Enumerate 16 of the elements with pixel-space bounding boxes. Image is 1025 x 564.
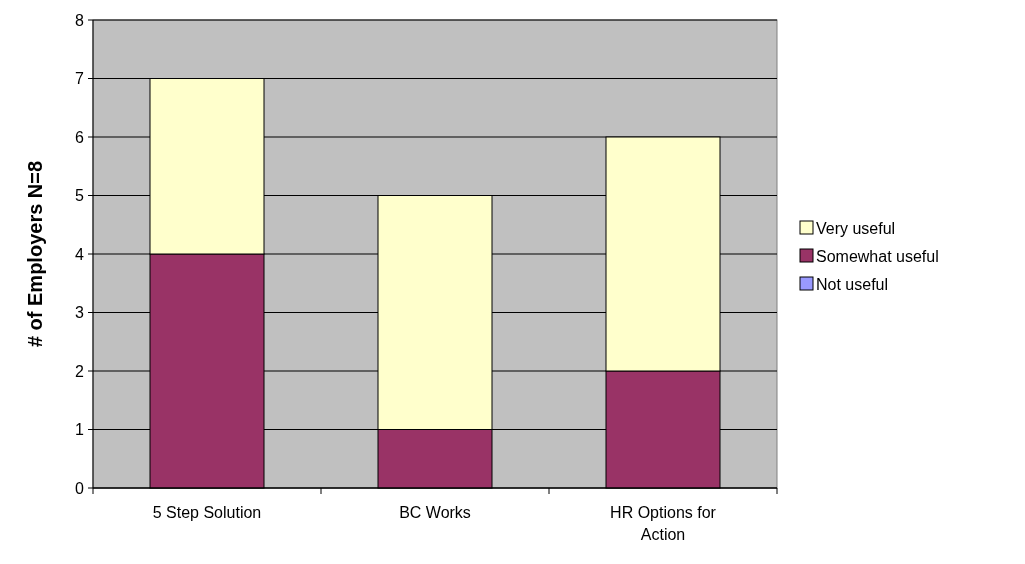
y-tick-label: 3 <box>75 304 85 322</box>
x-tick-label: HR Options for Action <box>610 504 717 543</box>
y-tick-label: 4 <box>75 245 85 263</box>
y-tick-label: 6 <box>75 128 85 146</box>
legend-label: Very useful <box>816 219 896 237</box>
x-tick-label: 5 Step Solution <box>152 504 262 521</box>
y-axis-title: # of Employers N=8 <box>24 160 46 348</box>
legend-label: Somewhat useful <box>816 247 939 265</box>
y-tick-label: 7 <box>75 70 85 88</box>
y-tick-label: 5 <box>75 187 85 205</box>
y-tick-label: 0 <box>75 479 85 497</box>
legend-label: Not useful <box>816 275 889 293</box>
y-tick-label: 8 <box>75 11 85 29</box>
y-tick-label: 2 <box>75 362 85 380</box>
y-tick-label: 1 <box>75 421 85 439</box>
x-tick-label: BC Works <box>399 504 471 521</box>
